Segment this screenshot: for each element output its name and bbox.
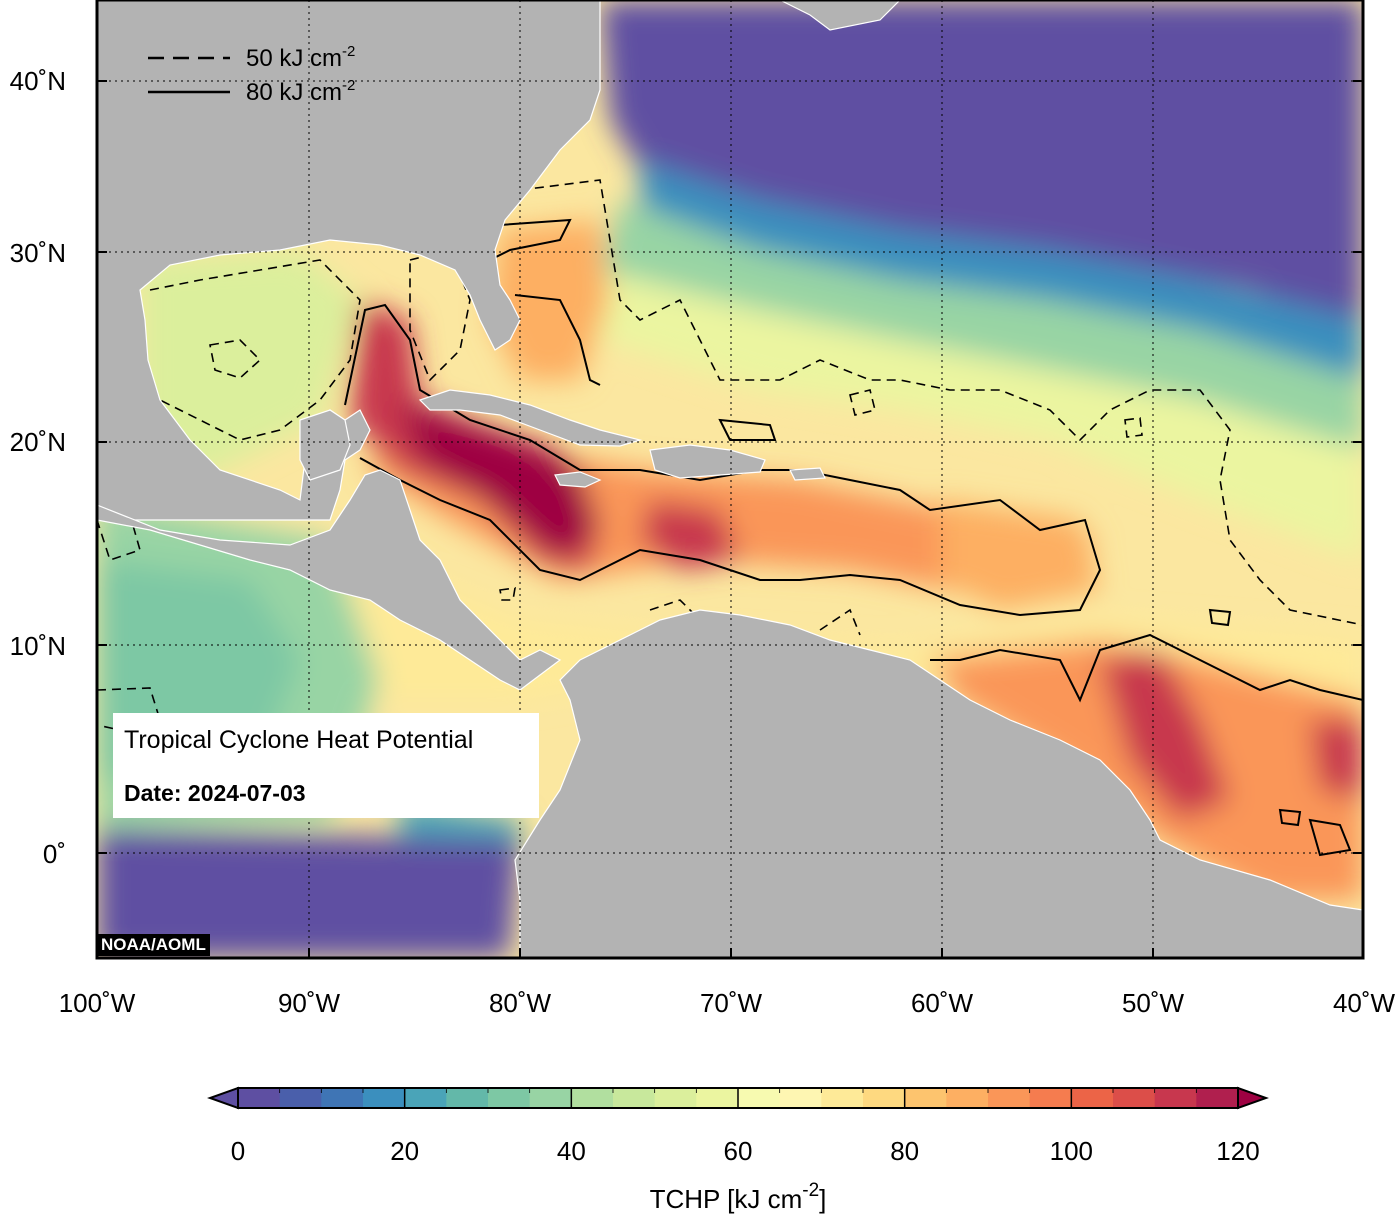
legend-solid-label: 80 kJ cm-2 [246,77,355,106]
land-nova-scotia [779,0,901,31]
colorbar-cell [446,1088,489,1108]
land-south-america [514,609,1363,958]
colorbar: 0 20 40 60 80 100 120 TCHP [kJ cm-2] [207,1086,1269,1214]
colorbar-cell [738,1088,781,1108]
colorbar-cell [488,1088,531,1108]
colorbar-tick-label: 100 [1050,1136,1093,1166]
lon-label-40w: 40˚W [1333,988,1396,1018]
colorbar-label: TCHP [kJ cm-2] [650,1180,827,1214]
lon-label-70w: 70˚W [700,988,763,1018]
colorbar-tick-label: 120 [1216,1136,1259,1166]
colorbar-cell [238,1088,281,1108]
lon-labels: 100˚W 90˚W 80˚W 70˚W 60˚W 50˚W 40˚W [59,988,1396,1018]
colorbar-cell [571,1088,614,1108]
info-box: Tropical Cyclone Heat Potential Date: 20… [113,713,539,818]
lon-label-80w: 80˚W [489,988,552,1018]
colorbar-cell [654,1088,697,1108]
credit-badge: NOAA/AOML [97,934,210,956]
info-date: Date: 2024-07-03 [124,780,306,806]
colorbar-tick-label: 60 [724,1136,753,1166]
land-central-america [97,469,562,691]
colorbar-cell [529,1088,572,1108]
axis-ticks [97,80,1363,958]
colorbar-left-arrow [207,1086,239,1110]
lat-label-20n: 20˚N [10,427,66,457]
colorbar-tick-label: 40 [557,1136,586,1166]
lat-labels: 40˚N 30˚N 20˚N 10˚N 0˚ [10,66,66,869]
colorbar-cell [404,1088,447,1108]
land-yucatan [299,409,351,481]
map-area [97,0,1363,958]
colorbar-cell [1113,1088,1156,1108]
colorbar-cell [904,1088,947,1108]
colorbar-cell [696,1088,739,1108]
land-jamaica [554,471,602,488]
lon-label-50w: 50˚W [1122,988,1185,1018]
legend-dashed-label: 50 kJ cm-2 [246,43,355,72]
land-cuba [418,389,643,447]
colorbar-tick-label: 20 [390,1136,419,1166]
lat-label-0: 0˚ [43,839,66,869]
lon-label-60w: 60˚W [911,988,974,1018]
colorbar-cell [946,1088,989,1108]
colorbar-cell [779,1088,822,1108]
land-north-america [97,0,601,521]
colorbar-cell [363,1088,406,1108]
colorbar-cell [1154,1088,1197,1108]
colorbar-tick-label: 80 [890,1136,919,1166]
colorbar-cell [613,1088,656,1108]
colorbar-cells [238,1088,1239,1108]
colorbar-cell [1071,1088,1114,1108]
info-title: Tropical Cyclone Heat Potential [124,726,474,754]
land [97,0,1363,958]
colorbar-ticks: 0 20 40 60 80 100 120 [231,1088,1260,1166]
lon-label-100w: 100˚W [59,988,136,1018]
colorbar-cell [321,1088,364,1108]
lat-label-40n: 40˚N [10,66,66,96]
colorbar-cell [1196,1088,1239,1108]
lat-label-10n: 10˚N [10,631,66,661]
contour-legend: 50 kJ cm-2 80 kJ cm-2 [148,43,355,106]
colorbar-cell [821,1088,864,1108]
colorbar-tick-label: 0 [231,1136,245,1166]
land-hispaniola [649,444,766,479]
colorbar-cell [279,1088,322,1108]
contour-80 [344,218,1363,857]
lon-label-90w: 90˚W [278,988,341,1018]
colorbar-cell [988,1088,1031,1108]
colorbar-cell [1029,1088,1072,1108]
lat-label-30n: 30˚N [10,238,66,268]
colorbar-cell [863,1088,906,1108]
land-puerto-rico [789,467,826,481]
colorbar-right-arrow [1237,1086,1269,1110]
